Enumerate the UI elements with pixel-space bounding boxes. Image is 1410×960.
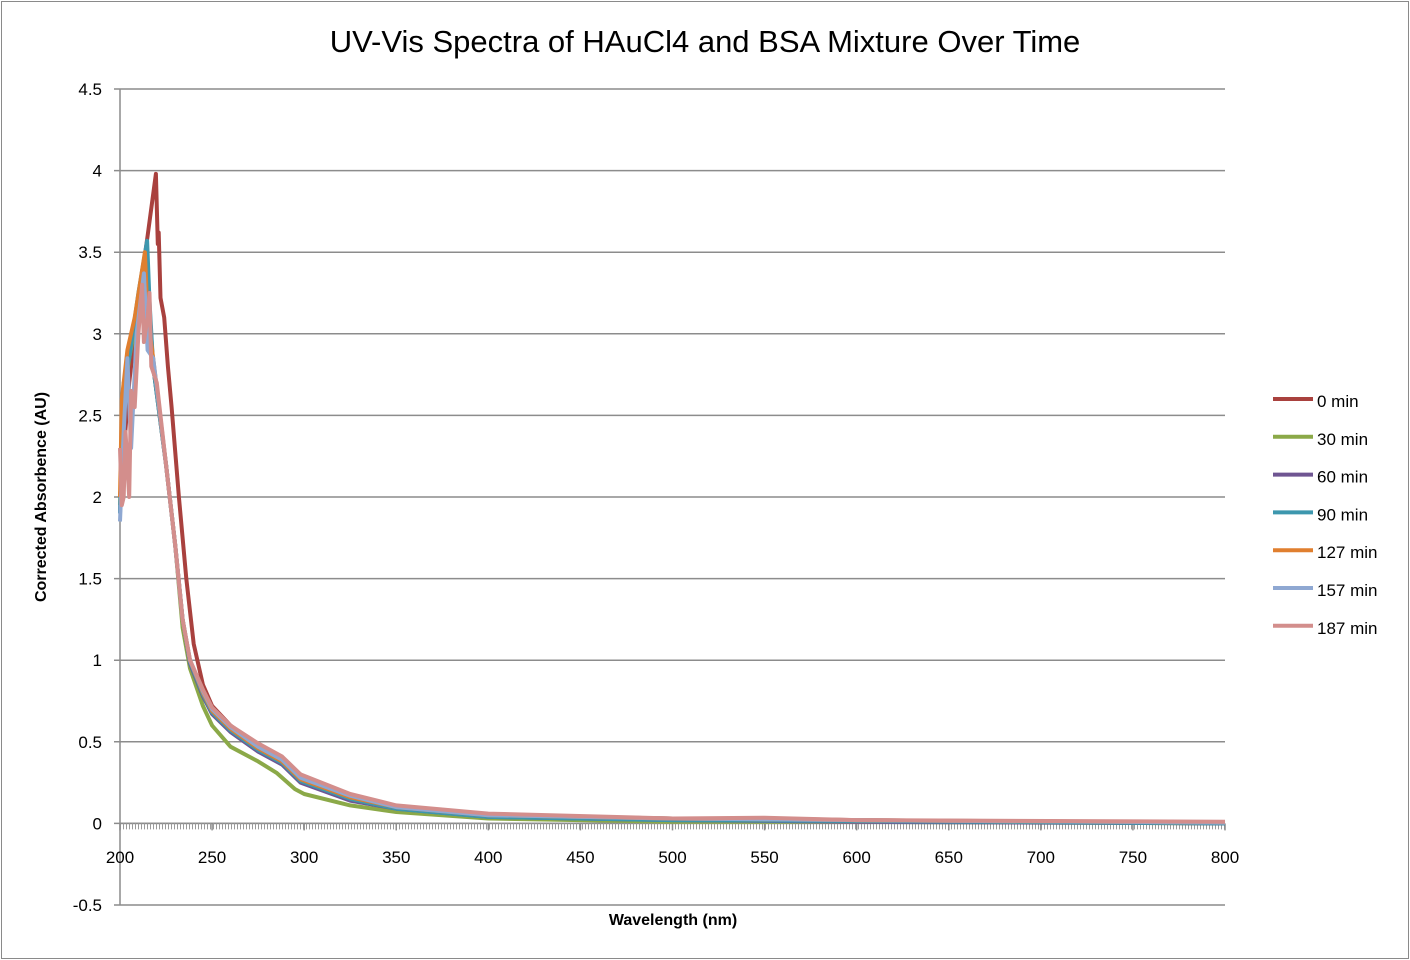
y-tick-label: 4 (93, 162, 102, 181)
series-line-157-min (118, 271, 1226, 825)
x-tick-label: 700 (1027, 848, 1055, 867)
y-tick-label: -0.5 (73, 896, 102, 915)
x-tick-label: 400 (474, 848, 502, 867)
legend-label: 60 min (1317, 468, 1368, 487)
x-tick-label: 250 (198, 848, 226, 867)
y-tick-label: 4.5 (78, 80, 102, 99)
x-tick-label: 650 (935, 848, 963, 867)
x-tick-label: 350 (382, 848, 410, 867)
legend-label: 187 min (1317, 619, 1377, 638)
series-line-0-min (118, 171, 1226, 826)
y-tick-label: 0 (93, 814, 102, 833)
series-line-90-min (118, 238, 1226, 826)
chart-title: UV-Vis Spectra of HAuCl4 and BSA Mixture… (329, 24, 1081, 59)
y-tick-label: 2.5 (78, 406, 102, 425)
y-tick-label: 2 (93, 488, 102, 507)
y-tick-label: 0.5 (78, 733, 102, 752)
legend-label: 127 min (1317, 543, 1377, 562)
y-tick-label: 3.5 (78, 243, 102, 262)
x-tick-label: 200 (106, 848, 134, 867)
x-tick-label: 750 (1119, 848, 1147, 867)
legend-label: 90 min (1317, 505, 1368, 524)
series-line-60-min (118, 250, 1226, 826)
series-line-30-min (118, 258, 1226, 826)
x-tick-label: 450 (566, 848, 594, 867)
y-tick-label: 3 (93, 325, 102, 344)
x-tick-label: 800 (1211, 848, 1239, 867)
y-tick-label: 1 (93, 651, 102, 670)
series-line-187-min (118, 282, 1226, 824)
x-tick-label: 500 (658, 848, 686, 867)
x-tick-label: 300 (290, 848, 318, 867)
series-line-127-min (118, 250, 1226, 825)
x-axis-label: Wavelength (nm) (608, 912, 738, 929)
legend-label: 30 min (1317, 430, 1368, 449)
y-tick-label: 1.5 (78, 570, 102, 589)
legend-label: 0 min (1317, 392, 1359, 411)
x-tick-label: 600 (842, 848, 870, 867)
x-tick-label: 550 (750, 848, 778, 867)
legend-label: 157 min (1317, 581, 1377, 600)
